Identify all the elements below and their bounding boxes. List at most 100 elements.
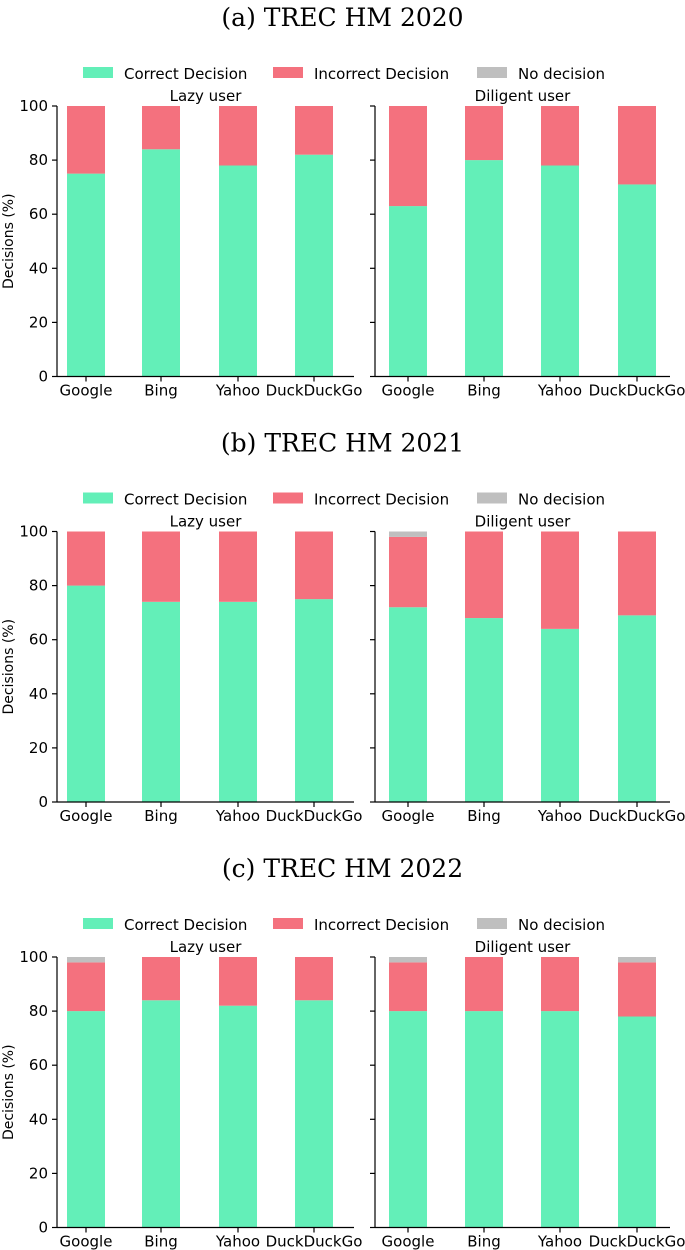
bar-correct-decision — [465, 618, 503, 802]
panel-subtitle: Diligent user — [475, 87, 572, 105]
legend-swatch — [83, 67, 113, 78]
y-axis-label: Decisions (%) — [1, 619, 17, 715]
bar-incorrect-decision — [618, 531, 656, 616]
bar-incorrect-decision — [541, 531, 579, 629]
bar-correct-decision — [389, 206, 427, 377]
x-tick-label: Google — [382, 1233, 435, 1250]
panel-subtitle: Diligent user — [475, 938, 572, 956]
legend-label: No decision — [518, 916, 605, 934]
y-tick-label: 80 — [29, 1002, 48, 1020]
x-tick-label: Yahoo — [537, 382, 582, 400]
legend-swatch — [83, 918, 113, 929]
bar-incorrect-decision — [618, 106, 656, 185]
legend-swatch — [477, 492, 507, 504]
legend-label: No decision — [518, 65, 605, 83]
y-axis-label: Decisions (%) — [1, 1044, 17, 1140]
y-tick-label: 0 — [38, 1219, 48, 1237]
bar-correct-decision — [618, 184, 656, 377]
bar-correct-decision — [142, 1000, 180, 1228]
y-tick-label: 80 — [29, 151, 48, 169]
figure-block-1: (a) TREC HM 2020 Correct Decision Incorrec… — [1, 3, 685, 400]
panel-lazy-user: Lazy user 0 20 40 60 80 100 Google Bing Yahoo Duck… — [19, 87, 362, 400]
bar-incorrect-decision — [389, 962, 427, 1012]
y-tick-label: 40 — [29, 1110, 48, 1128]
x-tick-label: Yahoo — [215, 382, 260, 400]
bar-incorrect-decision — [541, 106, 579, 166]
legend-label: Correct Decision — [124, 491, 247, 509]
bar-correct-decision — [142, 601, 180, 802]
y-tick-label: 60 — [29, 631, 48, 649]
x-tick-label: Yahoo — [215, 1233, 260, 1250]
bar-incorrect-decision — [67, 962, 105, 1012]
panel-subtitle: Diligent user — [475, 513, 572, 531]
panel-diligent-user: Diligent user Google Bing Yahoo DuckDuckGo — [370, 513, 685, 825]
bar-correct-decision — [389, 1011, 427, 1228]
x-tick-label: DuckDuckGo — [589, 1233, 685, 1250]
x-tick-label: Google — [382, 807, 435, 825]
y-tick-label: 40 — [29, 685, 48, 703]
x-tick-label: Google — [60, 1233, 113, 1250]
bar-correct-decision — [295, 154, 333, 377]
legend-swatch — [273, 918, 303, 929]
x-tick-label: DuckDuckGo — [589, 382, 685, 400]
x-tick-label: Yahoo — [537, 807, 582, 825]
bar-correct-decision — [618, 1016, 656, 1228]
panel-lazy-user: Lazy user 0 20 40 60 80 100 Google Bing Yahoo Duck… — [19, 938, 362, 1250]
bar-no-decision — [389, 531, 427, 537]
figure-title: (c) TREC HM 2022 — [222, 854, 463, 883]
bar-correct-decision — [219, 601, 257, 802]
y-tick-label: 20 — [29, 739, 48, 757]
bar-no-decision — [389, 957, 427, 963]
bar-incorrect-decision — [67, 531, 105, 586]
bar-correct-decision — [67, 173, 105, 377]
x-tick-label: Yahoo — [215, 807, 260, 825]
bar-correct-decision — [541, 165, 579, 377]
figure-block-2: (b) TREC HM 2021 Correct Decision Incorrec… — [1, 429, 685, 826]
legend-swatch — [273, 492, 303, 504]
x-tick-label: Bing — [144, 1233, 178, 1250]
y-tick-label: 20 — [29, 1164, 48, 1182]
x-tick-label: Google — [60, 382, 113, 400]
bar-correct-decision — [618, 615, 656, 802]
legend-label: Incorrect Decision — [314, 65, 449, 83]
panel-subtitle: Lazy user — [170, 87, 243, 105]
bar-correct-decision — [67, 1011, 105, 1228]
panel-subtitle: Lazy user — [170, 513, 243, 531]
x-tick-label: Google — [60, 807, 113, 825]
bar-incorrect-decision — [142, 106, 180, 150]
legend-label: Incorrect Decision — [314, 491, 449, 509]
figure-title: (b) TREC HM 2021 — [221, 429, 464, 458]
y-axis-label: Decisions (%) — [1, 193, 17, 289]
y-tick-label: 100 — [19, 948, 48, 966]
legend-swatch — [83, 492, 113, 504]
y-tick-label: 100 — [19, 97, 48, 115]
bar-correct-decision — [219, 165, 257, 377]
bar-incorrect-decision — [541, 957, 579, 1012]
x-tick-label: Bing — [467, 807, 501, 825]
y-tick-label: 20 — [29, 313, 48, 331]
bar-correct-decision — [541, 1011, 579, 1228]
x-tick-label: DuckDuckGo — [266, 382, 363, 400]
panel-lazy-user: Lazy user 0 20 40 60 80 100 Google Bing Yahoo Duck… — [19, 513, 362, 826]
x-tick-label: Bing — [467, 1233, 501, 1250]
bar-correct-decision — [295, 599, 333, 802]
bar-correct-decision — [219, 1005, 257, 1228]
x-tick-label: DuckDuckGo — [266, 807, 363, 825]
legend-swatch — [477, 918, 507, 929]
legend-swatch — [477, 67, 507, 78]
legend-label: Correct Decision — [124, 65, 247, 83]
bar-no-decision — [618, 957, 656, 963]
y-tick-label: 0 — [38, 793, 48, 811]
bar-incorrect-decision — [295, 957, 333, 1001]
bar-correct-decision — [389, 607, 427, 802]
legend: Correct Decision Incorrect Decision No dec… — [83, 916, 605, 934]
legend-label: Correct Decision — [124, 916, 247, 934]
x-tick-label: DuckDuckGo — [589, 807, 685, 825]
legend-label: Incorrect Decision — [314, 916, 449, 934]
bar-incorrect-decision — [618, 962, 656, 1017]
bar-incorrect-decision — [67, 106, 105, 174]
x-tick-label: DuckDuckGo — [266, 1233, 363, 1250]
bar-correct-decision — [142, 149, 180, 377]
y-tick-label: 40 — [29, 259, 48, 277]
